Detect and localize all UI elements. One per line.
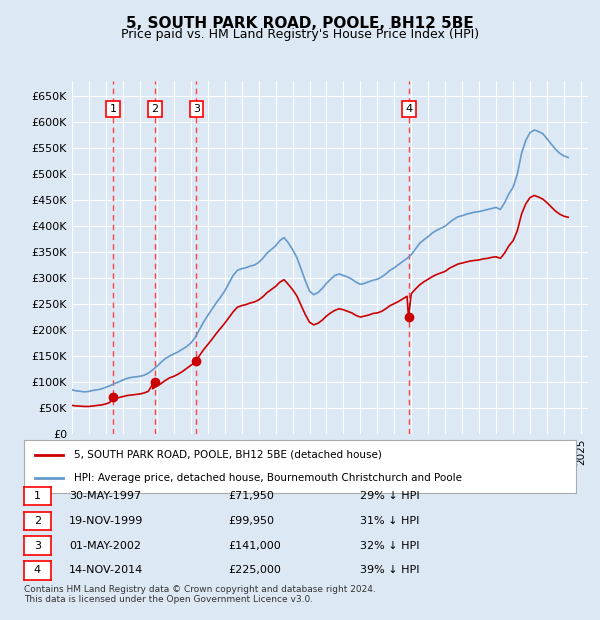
Text: Contains HM Land Registry data © Crown copyright and database right 2024.
This d: Contains HM Land Registry data © Crown c… [24,585,376,604]
Text: 32% ↓ HPI: 32% ↓ HPI [360,541,419,551]
Text: 01-MAY-2002: 01-MAY-2002 [69,541,141,551]
Text: 2: 2 [151,104,158,114]
Text: £141,000: £141,000 [228,541,281,551]
Text: 31% ↓ HPI: 31% ↓ HPI [360,516,419,526]
Text: £99,950: £99,950 [228,516,274,526]
Text: Price paid vs. HM Land Registry's House Price Index (HPI): Price paid vs. HM Land Registry's House … [121,28,479,41]
Text: £225,000: £225,000 [228,565,281,575]
Text: 1: 1 [34,491,41,501]
Text: 5, SOUTH PARK ROAD, POOLE, BH12 5BE (detached house): 5, SOUTH PARK ROAD, POOLE, BH12 5BE (det… [74,450,382,460]
Text: 2: 2 [34,516,41,526]
Text: 39% ↓ HPI: 39% ↓ HPI [360,565,419,575]
Text: 5, SOUTH PARK ROAD, POOLE, BH12 5BE: 5, SOUTH PARK ROAD, POOLE, BH12 5BE [126,16,474,30]
Text: 14-NOV-2014: 14-NOV-2014 [69,565,143,575]
Text: HPI: Average price, detached house, Bournemouth Christchurch and Poole: HPI: Average price, detached house, Bour… [74,473,461,483]
Text: 29% ↓ HPI: 29% ↓ HPI [360,491,419,501]
Text: 4: 4 [34,565,41,575]
Text: 30-MAY-1997: 30-MAY-1997 [69,491,141,501]
Text: 3: 3 [193,104,200,114]
Text: 3: 3 [34,541,41,551]
Text: 19-NOV-1999: 19-NOV-1999 [69,516,143,526]
Text: 4: 4 [406,104,413,114]
Text: £71,950: £71,950 [228,491,274,501]
Text: 1: 1 [109,104,116,114]
